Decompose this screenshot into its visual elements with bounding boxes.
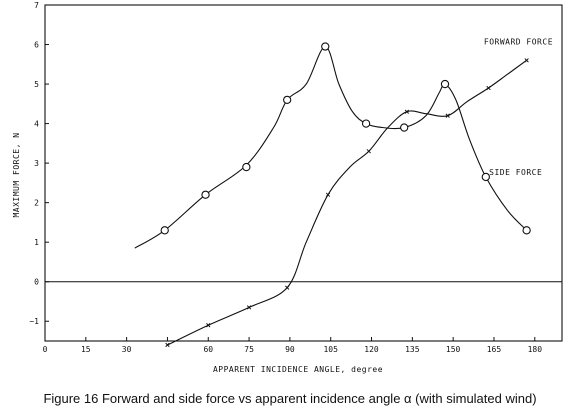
x-tick-label: 165 <box>487 345 502 354</box>
x-tick-label: 105 <box>323 345 338 354</box>
side-force-point <box>481 172 490 182</box>
forward-force-point <box>524 58 529 63</box>
forward-force-annotation: FORWARD FORCE <box>484 38 553 47</box>
y-tick-label: 2 <box>34 199 39 208</box>
y-tick-label: 7 <box>34 1 39 10</box>
y-tick-label: 5 <box>34 80 39 89</box>
y-tick-label: 0 <box>34 278 39 287</box>
side-force-annotation: SIDE FORCE <box>489 168 542 177</box>
x-tick-label: 90 <box>285 345 295 354</box>
forward-force-point <box>445 113 450 118</box>
x-tick-label: 75 <box>244 345 254 354</box>
side-force-point <box>522 226 531 235</box>
x-tick-label: 120 <box>364 345 379 354</box>
forward-force-point <box>486 85 491 91</box>
side-force-point <box>283 95 292 105</box>
forward-force-point <box>206 323 211 328</box>
side-force-point <box>400 123 409 132</box>
x-tick-label: 180 <box>528 345 543 354</box>
side-force-point <box>361 119 371 128</box>
x-tick-label: 15 <box>81 345 91 354</box>
forward-force-point <box>246 305 252 310</box>
x-tick-label: 60 <box>203 345 213 354</box>
y-axis-label: MAXIMUM FORCE, N <box>12 132 21 217</box>
plot-frame <box>44 4 563 342</box>
side-force-point <box>242 162 251 172</box>
forward-force-line <box>167 59 527 346</box>
y-tick-label: −1 <box>29 317 39 326</box>
forward-force-point <box>366 149 371 154</box>
side-force-point <box>201 190 210 199</box>
y-tick-label: 4 <box>34 120 39 129</box>
side-force-line <box>134 45 528 249</box>
x-tick-label: 0 <box>43 345 48 354</box>
x-tick-label: 30 <box>122 345 132 354</box>
x-axis-label: APPARENT INCIDENCE ANGLE, degree <box>213 365 383 374</box>
side-force-point <box>440 79 450 89</box>
forward-force-point <box>325 192 331 197</box>
y-tick-label: 3 <box>34 159 39 168</box>
forward-force-point <box>285 285 290 290</box>
x-tick-label: 135 <box>405 345 420 354</box>
side-force-point <box>321 42 330 51</box>
y-tick-label: 1 <box>34 238 39 247</box>
y-tick-label: 6 <box>34 41 39 50</box>
plot-area: 0 15 30 60 75 90 105 120 135 150 165 180 −1 0 1 2 3 4 5 6 7 F… <box>29 1 563 354</box>
forward-force-point <box>404 109 410 114</box>
side-force-point <box>160 226 169 235</box>
forward-force-point <box>165 342 170 348</box>
x-tick-label: 150 <box>446 345 461 354</box>
figure-caption: Figure 16 Forward and side force vs appa… <box>43 391 536 406</box>
